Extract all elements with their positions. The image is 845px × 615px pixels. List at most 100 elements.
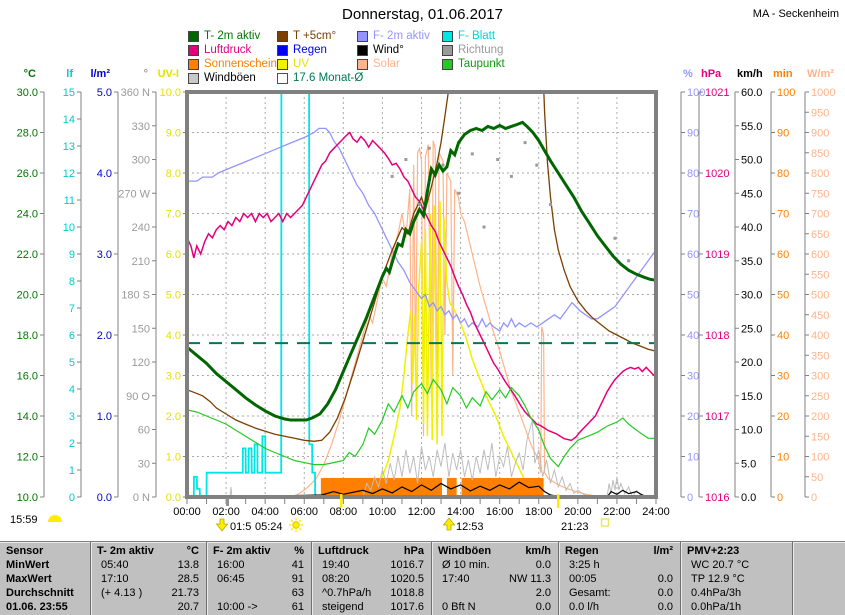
stat-cell: 0 Bft N xyxy=(442,601,476,613)
grid xyxy=(187,92,656,497)
legend-swatch-f-2m-aktiv xyxy=(357,30,368,42)
svg-text:15:59: 15:59 xyxy=(10,514,38,526)
marker-05-24: 05:24 xyxy=(255,518,303,533)
svg-text:l/m²: l/m² xyxy=(90,68,110,80)
legend-item-t-5cm: T +5cm° xyxy=(277,30,336,42)
svg-text:60: 60 xyxy=(687,249,699,261)
svg-text:100: 100 xyxy=(687,87,705,99)
svg-text:7.0: 7.0 xyxy=(166,209,181,221)
marker-15-59: 15:59 xyxy=(10,514,62,526)
legend-label: F- 2m aktiv xyxy=(373,30,430,42)
stat-cell: km/h xyxy=(525,545,551,557)
stat-cell: 1018.8 xyxy=(390,587,424,599)
svg-text:km/h: km/h xyxy=(737,68,763,80)
svg-text:55.0: 55.0 xyxy=(741,121,762,133)
svg-text:18.0: 18.0 xyxy=(17,330,38,342)
svg-text:35.0: 35.0 xyxy=(741,256,762,268)
svg-text:70: 70 xyxy=(777,209,789,221)
svg-text:350: 350 xyxy=(811,350,829,362)
axis-: % 0 10 20 30 40 50 60 70 80 90 100 xyxy=(680,68,705,504)
series-f-2m-aktiv xyxy=(187,127,656,332)
stat-cell: F- 2m aktiv xyxy=(213,545,271,557)
svg-text:2: 2 xyxy=(69,438,75,450)
svg-text:20: 20 xyxy=(687,411,699,423)
legend-swatch-solar xyxy=(357,58,368,70)
svg-text:30.0: 30.0 xyxy=(741,290,762,302)
legend-item-richtung: Richtung xyxy=(442,44,503,56)
svg-text:8.0: 8.0 xyxy=(166,168,181,180)
svg-text:20: 20 xyxy=(777,411,789,423)
chart-canvas: °C10.012.014.016.018.020.022.024.026.028… xyxy=(10,68,835,533)
svg-text:5.0: 5.0 xyxy=(166,290,181,302)
svg-text:180 S: 180 S xyxy=(121,290,150,302)
legend-swatch-richtung xyxy=(442,44,453,56)
series-t-5cm xyxy=(187,92,656,442)
table-separator xyxy=(206,542,208,615)
svg-text:10.0: 10.0 xyxy=(160,87,181,99)
svg-text:5.0: 5.0 xyxy=(97,87,112,99)
svg-text:8: 8 xyxy=(69,276,75,288)
svg-text:850: 850 xyxy=(811,148,829,160)
marker-01-5: 01:5 xyxy=(215,518,251,533)
stat-cell: ^0.7hPa/h xyxy=(322,587,372,599)
series-richtung xyxy=(390,141,631,263)
svg-text:16:00: 16:00 xyxy=(486,506,514,518)
svg-text:950: 950 xyxy=(811,107,829,119)
svg-text:14:00: 14:00 xyxy=(447,506,475,518)
axis-min: min 0 10 20 30 40 50 60 70 80 90 100 xyxy=(770,68,795,504)
svg-text:16.0: 16.0 xyxy=(17,371,38,383)
stat-cell: 16:00 xyxy=(217,559,245,571)
stat-cell: Luftdruck xyxy=(318,545,369,557)
stat-cell: 01.06. 23:55 xyxy=(6,601,68,613)
legend-label: Wind° xyxy=(373,44,404,56)
svg-text:1018: 1018 xyxy=(705,330,729,342)
svg-text:6: 6 xyxy=(69,330,75,342)
legend-label: Sonnenschein xyxy=(204,58,277,70)
svg-text:550: 550 xyxy=(811,269,829,281)
svg-text:3.0: 3.0 xyxy=(166,371,181,383)
stat-cell: °C xyxy=(186,545,199,557)
legend-swatch-t-5cm xyxy=(277,30,288,42)
legend: T- 2m aktiv T +5cm° F- 2m aktiv F- Blatt Luf… xyxy=(0,0,845,90)
svg-text:30: 30 xyxy=(777,371,789,383)
legend-label: Solar xyxy=(373,58,400,70)
svg-text:2.0: 2.0 xyxy=(97,330,112,342)
svg-text:12:53: 12:53 xyxy=(456,521,484,533)
legend-label: T- 2m aktiv xyxy=(204,30,261,42)
svg-text:20.0: 20.0 xyxy=(17,290,38,302)
series-wind xyxy=(187,481,656,497)
marker-gray-tick xyxy=(226,498,229,506)
legend-swatch-f-blatt xyxy=(442,30,453,42)
svg-text:90: 90 xyxy=(687,128,699,140)
svg-text:min: min xyxy=(773,68,793,80)
svg-text:2.0: 2.0 xyxy=(166,411,181,423)
stat-cell: 17:40 xyxy=(442,573,470,585)
stat-cell: 20.7 xyxy=(177,601,199,613)
stat-cell: 06:45 xyxy=(217,573,245,585)
series-windb-en xyxy=(187,420,656,497)
stat-cell: Regen xyxy=(565,545,599,557)
svg-text:90 O: 90 O xyxy=(126,391,150,403)
svg-text:%: % xyxy=(683,68,693,80)
legend-swatch-windb-en xyxy=(188,72,199,84)
svg-text:1019: 1019 xyxy=(705,249,729,261)
svg-text:100: 100 xyxy=(811,452,829,464)
svg-text:50: 50 xyxy=(687,290,699,302)
svg-text:5.0: 5.0 xyxy=(741,458,756,470)
svg-text:200: 200 xyxy=(811,411,829,423)
svg-text:1: 1 xyxy=(69,465,75,477)
svg-text:13: 13 xyxy=(63,141,75,153)
stat-cell: 2.0 xyxy=(535,587,551,599)
series-f-blatt xyxy=(187,92,656,497)
stat-cell: 0.0 xyxy=(657,573,673,585)
stat-cell: 1020.5 xyxy=(390,573,424,585)
legend-swatch-wind xyxy=(357,44,368,56)
legend-label: Regen xyxy=(293,44,327,56)
svg-text:0: 0 xyxy=(811,492,817,504)
stat-cell: 0.0 xyxy=(657,587,673,599)
svg-text:20:00: 20:00 xyxy=(564,506,592,518)
station-label: MA - Seckenheim xyxy=(752,8,839,20)
svg-text:25.0: 25.0 xyxy=(741,323,762,335)
svg-text:210: 210 xyxy=(132,256,150,268)
svg-text:50: 50 xyxy=(811,472,823,484)
